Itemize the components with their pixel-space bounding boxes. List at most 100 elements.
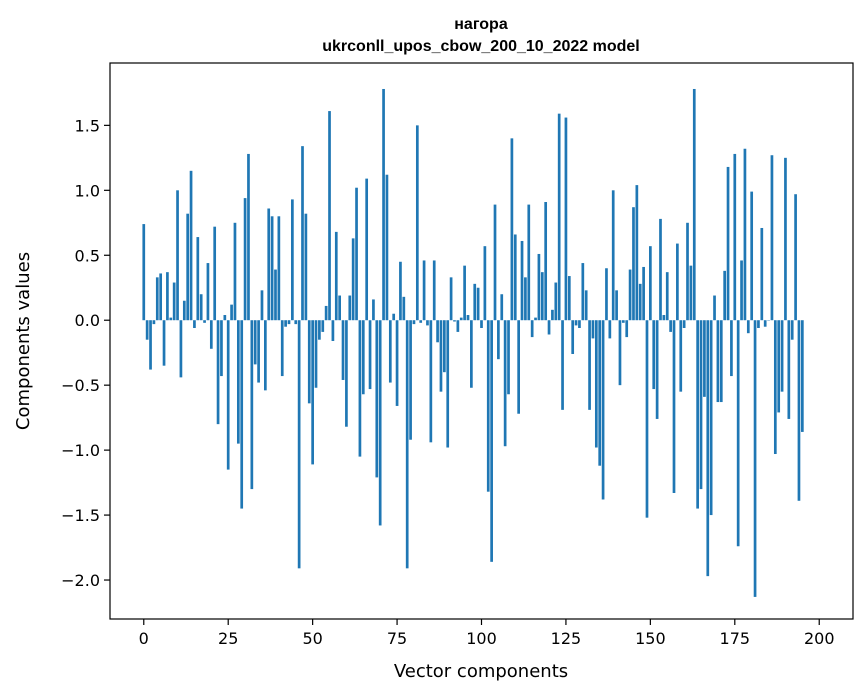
y-tick-label: −1.5 bbox=[61, 506, 100, 525]
bar-component-58 bbox=[338, 295, 341, 321]
bar-component-78 bbox=[405, 320, 409, 569]
bar-component-76 bbox=[399, 261, 402, 321]
bar-component-179 bbox=[746, 320, 750, 334]
bar-component-11 bbox=[179, 320, 183, 378]
bar-component-129 bbox=[578, 320, 581, 328]
bar-component-112 bbox=[520, 240, 524, 321]
bar-component-29 bbox=[240, 320, 244, 509]
bar-component-154 bbox=[662, 315, 666, 321]
bar-component-105 bbox=[497, 320, 500, 360]
bar-component-59 bbox=[341, 320, 345, 380]
bar-component-90 bbox=[446, 320, 450, 448]
bar-component-41 bbox=[280, 320, 284, 377]
bar-component-62 bbox=[351, 238, 355, 321]
bar-component-79 bbox=[409, 320, 412, 440]
bar-component-99 bbox=[476, 287, 480, 321]
bar-component-134 bbox=[594, 320, 598, 448]
bar-component-51 bbox=[314, 320, 318, 388]
bar-component-148 bbox=[642, 266, 645, 321]
bar-component-193 bbox=[794, 194, 797, 321]
bar-component-169 bbox=[713, 295, 716, 321]
bar-component-63 bbox=[355, 187, 358, 321]
x-tick-label: 75 bbox=[387, 629, 407, 648]
bar-component-118 bbox=[540, 272, 544, 321]
bar-component-68 bbox=[372, 299, 375, 321]
x-axis-label: Vector components bbox=[394, 661, 568, 682]
bar-component-183 bbox=[760, 227, 764, 321]
bar-component-84 bbox=[426, 320, 429, 326]
bar-component-25 bbox=[226, 320, 230, 470]
bar-component-135 bbox=[598, 320, 602, 466]
bar-component-88 bbox=[439, 320, 443, 392]
bar-component-132 bbox=[588, 320, 591, 410]
bar-component-160 bbox=[682, 320, 686, 328]
bar-component-159 bbox=[679, 320, 683, 392]
bar-component-152 bbox=[655, 320, 659, 419]
bar-component-166 bbox=[703, 320, 706, 397]
bar-component-70 bbox=[378, 320, 382, 526]
bar-component-56 bbox=[331, 320, 335, 341]
bar-component-194 bbox=[797, 320, 801, 501]
bar-component-121 bbox=[551, 309, 554, 321]
bar-component-181 bbox=[753, 320, 757, 597]
bar-component-128 bbox=[574, 320, 578, 326]
bar-component-92 bbox=[453, 320, 456, 322]
bar-component-16 bbox=[196, 237, 200, 321]
bar-component-96 bbox=[466, 315, 470, 321]
bar-component-5 bbox=[159, 273, 163, 321]
bar-component-71 bbox=[382, 88, 385, 321]
bar-component-27 bbox=[233, 222, 237, 321]
bar-component-34 bbox=[257, 320, 260, 383]
bar-component-48 bbox=[304, 213, 308, 321]
bar-component-52 bbox=[318, 320, 321, 340]
bar-component-137 bbox=[605, 268, 608, 321]
bar-component-180 bbox=[750, 191, 754, 321]
bar-component-130 bbox=[581, 263, 585, 321]
bar-component-10 bbox=[176, 190, 179, 321]
bar-component-9 bbox=[172, 282, 176, 321]
bar-component-104 bbox=[493, 204, 497, 321]
bar-component-87 bbox=[436, 320, 439, 343]
bar-component-83 bbox=[422, 260, 426, 321]
bar-component-44 bbox=[291, 199, 294, 321]
bar-component-125 bbox=[564, 117, 568, 321]
bar-component-31 bbox=[247, 153, 250, 321]
bar-component-173 bbox=[726, 166, 730, 321]
bar-component-139 bbox=[611, 190, 615, 321]
bar-component-116 bbox=[534, 317, 537, 321]
bar-component-13 bbox=[186, 213, 190, 321]
bar-component-85 bbox=[429, 320, 433, 443]
bar-component-168 bbox=[709, 320, 713, 516]
y-axis-label: Components values bbox=[13, 252, 34, 430]
bar-component-15 bbox=[193, 320, 196, 328]
bar-component-172 bbox=[723, 270, 727, 321]
bar-component-55 bbox=[328, 111, 331, 321]
bar-component-2 bbox=[149, 320, 152, 370]
bar-component-93 bbox=[456, 320, 460, 332]
bar-component-114 bbox=[527, 204, 531, 321]
bar-component-53 bbox=[321, 320, 325, 332]
bar-component-98 bbox=[473, 283, 477, 321]
x-tick-label: 175 bbox=[720, 629, 751, 648]
bar-component-178 bbox=[743, 148, 747, 321]
x-axis: 0 25 50 75 100 125 150 175 200 bbox=[139, 619, 835, 648]
bar-component-110 bbox=[513, 234, 517, 321]
bar-component-126 bbox=[567, 276, 571, 321]
bar-component-8 bbox=[169, 317, 173, 321]
bar-component-49 bbox=[307, 320, 311, 404]
bar-component-97 bbox=[470, 320, 473, 388]
bar-component-28 bbox=[236, 320, 240, 444]
bar-component-103 bbox=[490, 320, 493, 562]
bar-component-69 bbox=[375, 320, 379, 478]
bar-component-37 bbox=[267, 208, 271, 321]
bar-component-102 bbox=[486, 320, 490, 492]
bar-component-162 bbox=[689, 265, 693, 321]
bar-component-146 bbox=[635, 185, 639, 321]
bar-component-61 bbox=[348, 295, 352, 321]
bar-component-184 bbox=[763, 320, 767, 327]
bar-component-66 bbox=[365, 178, 369, 321]
bar-component-108 bbox=[507, 320, 510, 395]
bar-component-74 bbox=[392, 313, 396, 321]
bar-component-188 bbox=[777, 320, 781, 413]
bar-component-36 bbox=[264, 320, 267, 391]
